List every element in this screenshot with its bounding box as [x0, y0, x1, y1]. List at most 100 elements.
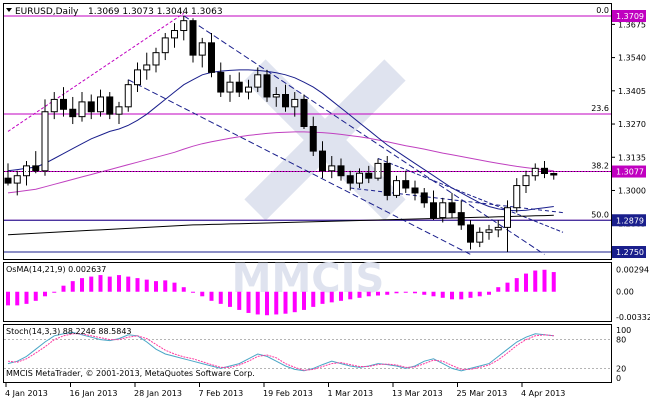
candle — [430, 190, 437, 221]
candle — [143, 52, 151, 80]
dashed-channel-line-lower — [128, 79, 471, 255]
candle — [189, 18, 197, 63]
candle — [152, 47, 160, 73]
chart-header: EURUSD,Daily 1.3069 1.3073 1.3044 1.3063 — [6, 7, 223, 17]
price-axis-label: 1.3540 — [618, 54, 646, 63]
bearish-candle-body — [402, 180, 410, 189]
osma-bar — [376, 291, 380, 296]
bullish-candle-body — [485, 229, 493, 233]
fib-level-label: 23.6 — [591, 104, 609, 113]
candle — [439, 197, 447, 223]
price-axis-label: 1.3270 — [618, 120, 646, 129]
osma-bar — [366, 291, 371, 297]
fib-level-label: 38.2 — [591, 162, 609, 171]
candle — [411, 180, 419, 201]
bullish-candle-body — [226, 81, 234, 93]
osma-bar — [348, 291, 353, 300]
chevron-down-icon[interactable] — [6, 8, 12, 12]
candle — [485, 224, 493, 240]
osma-bar — [200, 291, 205, 297]
candle — [171, 23, 178, 48]
osma-bar — [329, 291, 334, 303]
candle — [87, 94, 95, 120]
osma-bar — [218, 291, 223, 304]
osma-bar — [274, 291, 279, 315]
osma-bar — [357, 291, 362, 298]
candle — [393, 175, 400, 198]
candle — [235, 72, 243, 97]
bearish-candle-body — [346, 175, 354, 184]
candle — [291, 92, 299, 117]
price-tag-label: 1.2750 — [616, 248, 644, 257]
osma-bar — [191, 291, 195, 293]
ohlc-values: 1.3069 1.3073 1.3044 1.3063 — [88, 7, 223, 17]
candle — [420, 188, 428, 208]
time-axis-label: 19 Feb 2013 — [263, 389, 313, 398]
osma-bar — [237, 291, 242, 310]
osma-bar — [505, 282, 510, 292]
candle — [69, 96, 77, 125]
bearish-candle-body — [550, 172, 558, 176]
time-axis-label: 13 Mar 2013 — [392, 389, 443, 398]
bearish-candle-body — [69, 108, 77, 118]
candle — [4, 163, 12, 186]
bearish-candle-body — [282, 94, 289, 108]
osma-bar — [6, 291, 10, 306]
price-tag: 1.3709 — [612, 10, 646, 22]
bullish-candle-body — [439, 202, 447, 219]
osma-bar — [311, 291, 316, 307]
candle — [550, 172, 558, 180]
moving-average-short-line — [7, 69, 554, 212]
fib-level-label: 50.0 — [591, 210, 609, 219]
candle — [356, 168, 363, 189]
osma-bar — [302, 291, 306, 310]
osma-bar — [394, 291, 399, 294]
osma-bar — [33, 291, 38, 301]
bullish-candle-body — [171, 30, 178, 39]
bearish-candle-body — [457, 212, 465, 226]
bearish-candle-body — [337, 165, 345, 177]
candle — [337, 158, 345, 181]
bearish-candle-body — [448, 202, 456, 214]
bullish-candle-body — [504, 207, 511, 228]
bullish-candle-body — [522, 175, 530, 187]
bullish-candle-body — [78, 101, 86, 118]
candle — [198, 37, 206, 68]
osma-bar — [144, 279, 149, 292]
time-axis-label: 7 Feb 2013 — [199, 389, 244, 398]
candle — [494, 220, 502, 238]
osma-bar — [477, 291, 482, 297]
bullish-candle-body — [41, 111, 49, 172]
candle — [254, 67, 262, 93]
bullish-candle-body — [356, 172, 363, 184]
candle — [300, 94, 308, 129]
candle — [60, 87, 67, 117]
time-axis-label: 25 Mar 2013 — [457, 389, 508, 398]
osma-axis-label: 0.00 — [616, 288, 634, 297]
candle — [263, 69, 271, 102]
osma-axis-label: -0.00332 — [616, 313, 650, 322]
osma-bar — [524, 273, 528, 292]
candle — [115, 101, 123, 125]
stoch-axis-label: 20 — [616, 364, 626, 373]
price-tag: 1.3077 — [612, 165, 646, 178]
osma-bar — [52, 291, 57, 293]
candle — [522, 170, 530, 193]
bullish-candle-body — [134, 69, 141, 86]
stoch-title: Stoch(14,3,3) 88.2246 88.5843 — [6, 327, 132, 336]
candle — [97, 89, 104, 117]
bearish-candle-body — [235, 81, 243, 93]
candle — [13, 170, 21, 196]
time-axis-label: 1 Mar 2013 — [328, 389, 374, 398]
dashed-channel-line-upper — [183, 15, 545, 255]
bullish-candle-body — [513, 185, 521, 209]
candle — [161, 32, 169, 61]
bearish-candle-body — [189, 20, 197, 56]
osma-bar — [339, 291, 343, 301]
osma-bar — [98, 275, 103, 292]
stoch-axis-label: 80 — [616, 336, 626, 345]
osma-chart-area — [6, 269, 556, 316]
stoch-axis-label: 100 — [616, 326, 631, 335]
osma-bar — [246, 291, 251, 313]
